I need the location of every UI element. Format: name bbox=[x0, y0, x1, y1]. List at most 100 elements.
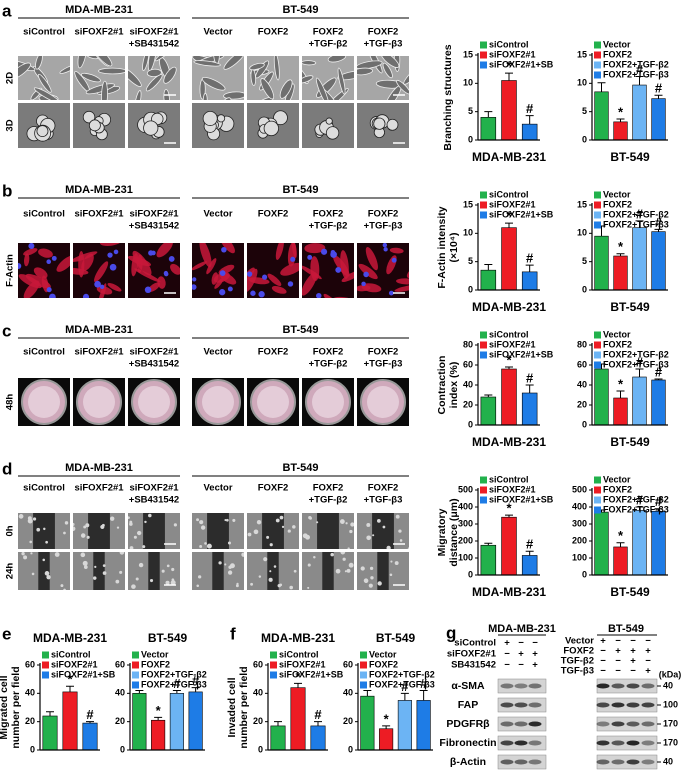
group-header: MDA-MB-231 bbox=[65, 184, 133, 196]
micrograph bbox=[128, 56, 180, 100]
y-axis-label: distance (μm) bbox=[448, 498, 460, 566]
bar bbox=[188, 691, 203, 751]
legend-swatch bbox=[594, 331, 601, 339]
micrograph bbox=[302, 103, 354, 148]
column-label: +SB431542 bbox=[129, 39, 179, 50]
actin bbox=[219, 243, 235, 254]
panel-letter: a bbox=[2, 1, 12, 20]
cell bbox=[279, 515, 284, 520]
micrograph bbox=[247, 56, 299, 100]
cell-sheet bbox=[192, 552, 213, 590]
actin bbox=[341, 270, 354, 283]
cell bbox=[227, 541, 231, 545]
cell bbox=[166, 564, 170, 568]
significance-mark: # bbox=[655, 81, 663, 96]
spheroid bbox=[325, 117, 333, 125]
micrograph bbox=[192, 103, 244, 148]
cell bbox=[308, 516, 312, 520]
nucleus bbox=[28, 243, 35, 249]
error-bar bbox=[616, 390, 625, 398]
nucleus bbox=[192, 277, 197, 282]
error-bar bbox=[274, 721, 282, 726]
micrograph bbox=[247, 103, 299, 148]
error-bar bbox=[484, 394, 493, 397]
significance-mark: # bbox=[655, 494, 663, 509]
cell bbox=[80, 533, 86, 538]
chart-title: MDA-MB-231 bbox=[261, 631, 335, 645]
bar bbox=[613, 121, 628, 141]
y-axis-label: F-Actin intensity bbox=[436, 206, 448, 288]
bar bbox=[594, 235, 609, 291]
y-tick-label: 0 bbox=[30, 744, 35, 754]
legend-label: siFOXF2#1 bbox=[51, 659, 98, 669]
row-label-group: 24h bbox=[5, 563, 16, 580]
condition-label: FOXF2 bbox=[563, 646, 594, 657]
micrograph bbox=[128, 103, 180, 148]
error-bar bbox=[635, 220, 644, 228]
actin bbox=[396, 278, 409, 285]
gel bbox=[138, 386, 170, 418]
cell bbox=[337, 70, 354, 81]
column-label: +TGF-β3 bbox=[364, 495, 403, 506]
cell bbox=[247, 532, 252, 537]
condition-sign: + bbox=[532, 649, 538, 660]
legend-label: siFOXF2#1+SB bbox=[279, 669, 344, 679]
error-bar bbox=[635, 76, 644, 86]
legend-swatch bbox=[480, 211, 487, 219]
actin bbox=[38, 248, 53, 258]
cell bbox=[339, 519, 345, 524]
nucleus bbox=[227, 286, 233, 292]
bar bbox=[651, 231, 666, 291]
cell-sheet bbox=[54, 513, 70, 549]
cell bbox=[80, 552, 86, 558]
cell bbox=[302, 60, 317, 66]
cell bbox=[258, 575, 262, 578]
micrograph bbox=[128, 513, 180, 549]
significance-mark: * bbox=[156, 703, 162, 718]
error-bar bbox=[525, 384, 534, 393]
legend-swatch bbox=[360, 651, 367, 659]
bar bbox=[594, 511, 609, 576]
cell bbox=[348, 562, 354, 568]
cell bbox=[199, 544, 203, 548]
row-label-group: 0h bbox=[5, 525, 16, 536]
group-header: MDA-MB-231 bbox=[65, 4, 133, 16]
row-label: 3D bbox=[5, 119, 16, 131]
column-label: siFOXF2#1 bbox=[129, 209, 179, 220]
significance-mark: * bbox=[384, 711, 390, 726]
cell-sheet bbox=[49, 552, 70, 590]
cell bbox=[263, 557, 268, 562]
cell bbox=[386, 545, 391, 549]
significance-mark: # bbox=[86, 707, 94, 722]
actin bbox=[56, 255, 70, 272]
condition-sign: − bbox=[518, 660, 524, 671]
bar bbox=[480, 544, 497, 576]
column-label: +SB431542 bbox=[129, 221, 179, 232]
actin bbox=[357, 285, 371, 292]
bar bbox=[416, 700, 431, 751]
cell bbox=[173, 523, 177, 527]
cell bbox=[82, 560, 88, 566]
cell bbox=[165, 580, 170, 585]
cell bbox=[281, 525, 285, 529]
legend-label: siControl bbox=[279, 649, 319, 659]
actin bbox=[365, 246, 378, 271]
cell-sheet bbox=[159, 552, 180, 590]
band bbox=[596, 683, 610, 689]
y-tick-label: 0 bbox=[582, 569, 587, 579]
cell-sheet bbox=[109, 513, 125, 549]
legend-label: FOXF2+TGF-β2 bbox=[603, 59, 669, 69]
legend-swatch bbox=[270, 651, 277, 659]
cell bbox=[313, 556, 316, 559]
bar bbox=[397, 700, 412, 751]
band bbox=[528, 702, 542, 708]
actin bbox=[81, 253, 94, 272]
legend-label: FOXF2 bbox=[603, 484, 632, 494]
y-tick-label: 10 bbox=[463, 228, 473, 238]
micrograph bbox=[128, 552, 180, 590]
cell-sheet bbox=[223, 552, 244, 590]
y-tick-label: 80 bbox=[463, 339, 473, 349]
protein-label: Fibronectin bbox=[439, 737, 496, 749]
cell bbox=[342, 557, 346, 561]
bar bbox=[632, 510, 647, 576]
